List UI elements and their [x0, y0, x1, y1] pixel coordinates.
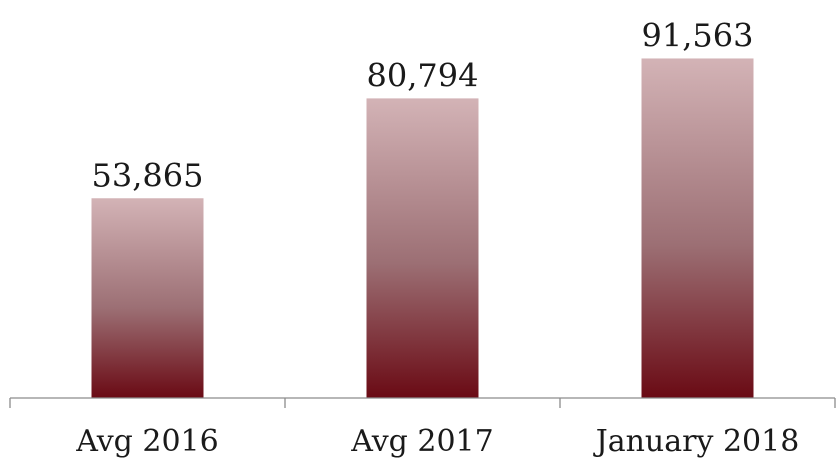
x-axis [9, 397, 836, 408]
x-tick-label-1: Avg 2016 [75, 424, 219, 459]
data-label-3: 91,563 [642, 16, 754, 54]
bar-1 [91, 198, 204, 398]
x-tick-label-2: Avg 2017 [350, 424, 494, 459]
x-tick-label-3: January 2018 [593, 424, 800, 459]
data-label-2: 80,794 [367, 56, 479, 94]
bar-3 [641, 58, 754, 398]
labels-layer: 53,865 Avg 2016 80,794 Avg 2017 91,563 Januar… [75, 16, 799, 459]
bar-2 [366, 98, 479, 398]
data-label-1: 53,865 [92, 156, 204, 194]
bars-layer [91, 58, 754, 398]
